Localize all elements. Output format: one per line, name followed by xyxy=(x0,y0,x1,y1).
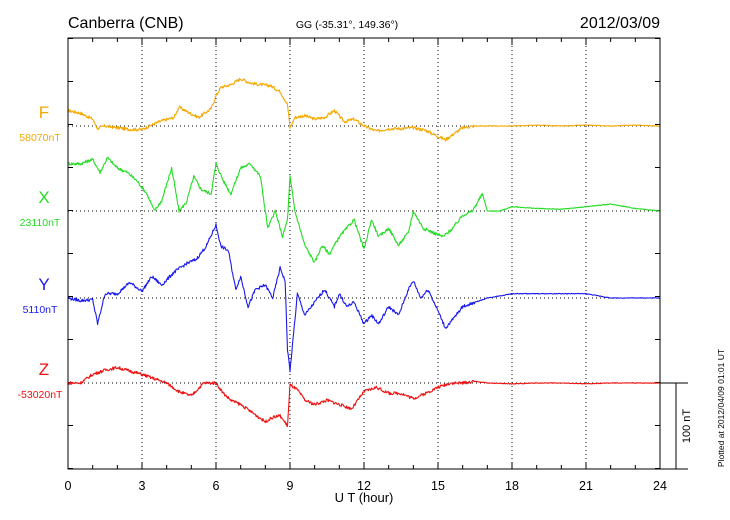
series-baseline-f: 58070nT xyxy=(19,132,61,144)
axis-ticks xyxy=(67,38,661,469)
x-tick-label: 15 xyxy=(431,479,445,493)
series-name-f: F xyxy=(39,103,49,122)
series-baseline-z: -53020nT xyxy=(18,389,64,401)
station-coords: GG (-35.31°, 149.36°) xyxy=(296,19,398,31)
series-line-y xyxy=(67,223,661,373)
series-labels: F 58070nT X 23110nT Y 5110nT Z -53020nT xyxy=(18,103,64,401)
series-name-x: X xyxy=(38,188,49,207)
x-tick-label: 3 xyxy=(139,479,146,493)
x-tick-labels: 0 3 6 9 12 15 18 21 24 xyxy=(65,479,667,493)
plot-frame xyxy=(67,37,661,470)
series-line-z xyxy=(67,366,661,427)
x-tick-label: 21 xyxy=(579,479,593,493)
scale-bar-label: 100 nT xyxy=(681,409,693,444)
series-line-f xyxy=(68,77,661,142)
date-label: 2012/03/09 xyxy=(580,15,660,32)
x-tick-label: 12 xyxy=(357,479,371,493)
x-tick-label: 6 xyxy=(213,479,220,493)
series-baseline-y: 5110nT xyxy=(23,304,58,316)
x-tick-label: 18 xyxy=(505,479,519,493)
x-tick-label: 9 xyxy=(287,479,294,493)
scale-bar: 100 nT xyxy=(660,382,693,470)
series-baseline-x: 23110nT xyxy=(20,217,61,229)
station-title: Canberra (CNB) xyxy=(68,15,184,32)
series-name-y: Y xyxy=(38,275,49,294)
series-layer xyxy=(67,77,661,427)
x-tick-label: 0 xyxy=(65,479,72,493)
series-line-x xyxy=(67,156,661,263)
x-tick-label: 24 xyxy=(653,479,667,493)
plotted-footnote: Plotted at 2012/04/09 01:01 UT xyxy=(716,349,726,467)
series-name-z: Z xyxy=(39,360,49,379)
grid-lines xyxy=(68,38,660,469)
x-axis-label: U T (hour) xyxy=(335,490,394,505)
